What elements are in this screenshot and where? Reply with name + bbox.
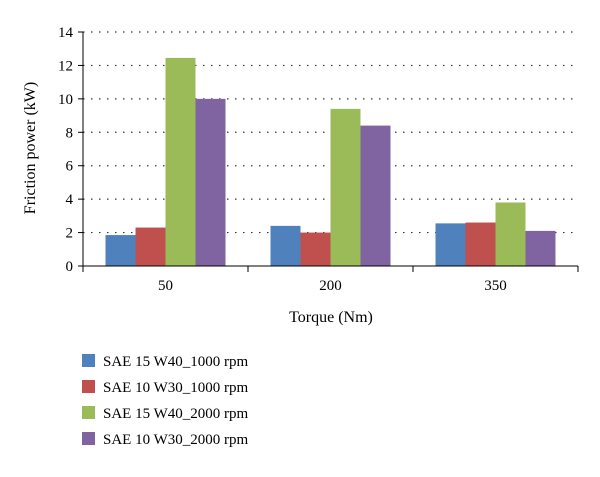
axes: [82, 32, 579, 272]
y-tick-label: 2: [66, 226, 74, 242]
bar: [360, 125, 391, 266]
x-axis-title: Torque (Nm): [289, 309, 373, 326]
bar: [525, 230, 556, 266]
x-tick-label: 350: [484, 278, 507, 294]
legend-swatch: [82, 354, 95, 367]
y-tick-label: 4: [66, 192, 74, 208]
bar: [195, 98, 226, 266]
legend-swatch: [82, 406, 95, 419]
bar: [105, 235, 136, 266]
bar: [465, 222, 496, 266]
bar: [165, 57, 196, 267]
x-tick-label: 200: [319, 278, 342, 294]
y-tick-label: 12: [58, 58, 73, 74]
bar: [435, 223, 466, 266]
bar: [270, 225, 301, 266]
legend-entry: SAE 10 W30_1000 rpm: [103, 380, 248, 396]
legend-swatch: [82, 380, 95, 393]
legend-entry: SAE 15 W40_1000 rpm: [103, 354, 248, 370]
y-axis-title: Friction power (kW): [22, 82, 39, 214]
y-tick-label: 8: [66, 125, 74, 141]
legend-swatch: [82, 432, 95, 445]
bar: [300, 232, 331, 266]
y-tick-label: 14: [58, 25, 74, 41]
x-tick-labels: 50 200 350: [158, 278, 507, 294]
legend-entry: SAE 10 W30_2000 rpm: [103, 432, 248, 448]
y-tick-labels: 0 2 4 6 8 10 12 14: [58, 25, 74, 275]
bar: [135, 227, 166, 266]
y-tick-label: 10: [58, 92, 73, 108]
y-tick-label: 0: [66, 259, 74, 275]
gridlines: [78, 31, 578, 267]
legend: SAE 15 W40_1000 rpm SAE 10 W30_1000 rpm SA…: [82, 354, 248, 448]
bar: [495, 202, 526, 266]
legend-entry: SAE 15 W40_2000 rpm: [103, 406, 248, 422]
x-tick-label: 50: [158, 278, 173, 294]
bar: [330, 108, 361, 266]
y-tick-label: 6: [66, 159, 74, 175]
bars: [105, 57, 556, 267]
